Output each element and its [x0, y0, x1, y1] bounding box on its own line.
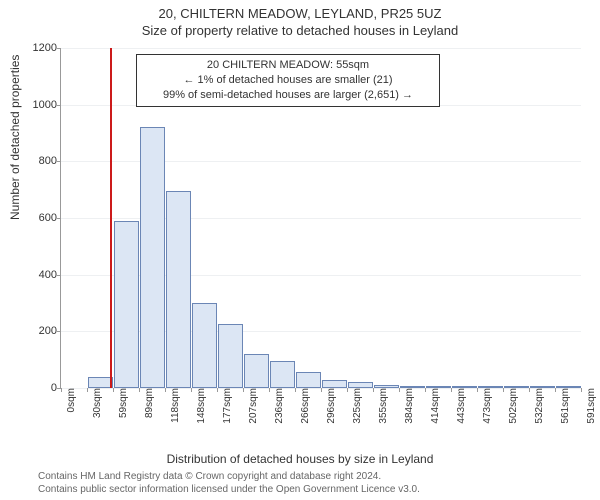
- annotation-line-2: ← 1% of detached houses are smaller (21): [143, 73, 433, 88]
- xtick-mark: [529, 388, 530, 392]
- xtick-mark: [269, 388, 270, 392]
- xtick-mark: [425, 388, 426, 392]
- xtick-label: 473sqm: [480, 388, 493, 424]
- xtick-mark: [139, 388, 140, 392]
- histogram-bar: [140, 127, 165, 388]
- ytick-label: 800: [39, 155, 61, 167]
- xtick-label: 30sqm: [90, 388, 103, 418]
- footer-attribution: Contains HM Land Registry data © Crown c…: [38, 471, 420, 496]
- ytick-label: 600: [39, 212, 61, 224]
- xtick-label: 266sqm: [298, 388, 311, 424]
- xtick-mark: [165, 388, 166, 392]
- xtick-mark: [555, 388, 556, 392]
- xtick-mark: [87, 388, 88, 392]
- histogram-bar: [556, 386, 581, 388]
- xtick-label: 177sqm: [220, 388, 233, 424]
- xtick-label: 443sqm: [454, 388, 467, 424]
- histogram-bar: [478, 386, 503, 388]
- xtick-label: 502sqm: [506, 388, 519, 424]
- chart-title-main: 20, CHILTERN MEADOW, LEYLAND, PR25 5UZ: [0, 0, 600, 21]
- xtick-mark: [581, 388, 582, 392]
- histogram-bar: [374, 385, 399, 388]
- x-axis-label: Distribution of detached houses by size …: [0, 452, 600, 466]
- xtick-mark: [399, 388, 400, 392]
- xtick-mark: [347, 388, 348, 392]
- xtick-mark: [477, 388, 478, 392]
- histogram-bar: [426, 386, 451, 388]
- xtick-label: 148sqm: [194, 388, 207, 424]
- ytick-label: 1000: [33, 99, 61, 111]
- xtick-label: 59sqm: [116, 388, 129, 418]
- y-axis-label: Number of detached properties: [8, 55, 22, 220]
- ytick-label: 1200: [33, 42, 61, 54]
- xtick-label: 118sqm: [168, 388, 181, 423]
- histogram-bar: [348, 382, 373, 388]
- xtick-mark: [373, 388, 374, 392]
- histogram-bar: [244, 354, 269, 388]
- xtick-mark: [243, 388, 244, 392]
- footer-line-1: Contains HM Land Registry data © Crown c…: [38, 471, 420, 484]
- xtick-label: 591sqm: [584, 388, 597, 424]
- xtick-mark: [295, 388, 296, 392]
- xtick-label: 384sqm: [402, 388, 415, 424]
- chart-title-sub: Size of property relative to detached ho…: [0, 21, 600, 38]
- xtick-mark: [217, 388, 218, 392]
- xtick-mark: [451, 388, 452, 392]
- property-marker-line: [110, 48, 112, 388]
- footer-line-2: Contains public sector information licen…: [38, 484, 420, 497]
- chart-container: 20, CHILTERN MEADOW, LEYLAND, PR25 5UZ S…: [0, 0, 600, 500]
- xtick-label: 236sqm: [272, 388, 285, 424]
- histogram-bar: [192, 303, 217, 388]
- gridline: [61, 48, 581, 49]
- histogram-bar: [270, 361, 295, 388]
- xtick-label: 325sqm: [350, 388, 363, 424]
- xtick-label: 207sqm: [246, 388, 259, 424]
- xtick-mark: [191, 388, 192, 392]
- histogram-bar: [504, 386, 529, 388]
- xtick-label: 355sqm: [376, 388, 389, 424]
- histogram-bar: [530, 386, 555, 388]
- xtick-label: 561sqm: [558, 388, 571, 424]
- histogram-bar: [322, 380, 347, 389]
- xtick-label: 89sqm: [142, 388, 155, 418]
- ytick-label: 0: [51, 382, 61, 394]
- xtick-mark: [113, 388, 114, 392]
- xtick-mark: [61, 388, 62, 392]
- xtick-mark: [321, 388, 322, 392]
- plot-area: 0200400600800100012000sqm30sqm59sqm89sqm…: [60, 48, 581, 389]
- histogram-bar: [296, 372, 321, 388]
- ytick-label: 400: [39, 269, 61, 281]
- histogram-bar: [166, 191, 191, 388]
- histogram-bar: [400, 386, 425, 388]
- annotation-line-1: 20 CHILTERN MEADOW: 55sqm: [143, 58, 433, 73]
- xtick-mark: [503, 388, 504, 392]
- xtick-label: 296sqm: [324, 388, 337, 424]
- histogram-bar: [452, 386, 477, 388]
- xtick-label: 414sqm: [428, 388, 441, 424]
- histogram-bar: [218, 324, 243, 388]
- annotation-line-3: 99% of semi-detached houses are larger (…: [143, 88, 433, 103]
- xtick-label: 532sqm: [532, 388, 545, 424]
- histogram-bar: [114, 221, 139, 388]
- histogram-bar: [88, 377, 113, 388]
- ytick-label: 200: [39, 325, 61, 337]
- xtick-label: 0sqm: [64, 388, 77, 412]
- annotation-box: 20 CHILTERN MEADOW: 55sqm ← 1% of detach…: [136, 54, 440, 107]
